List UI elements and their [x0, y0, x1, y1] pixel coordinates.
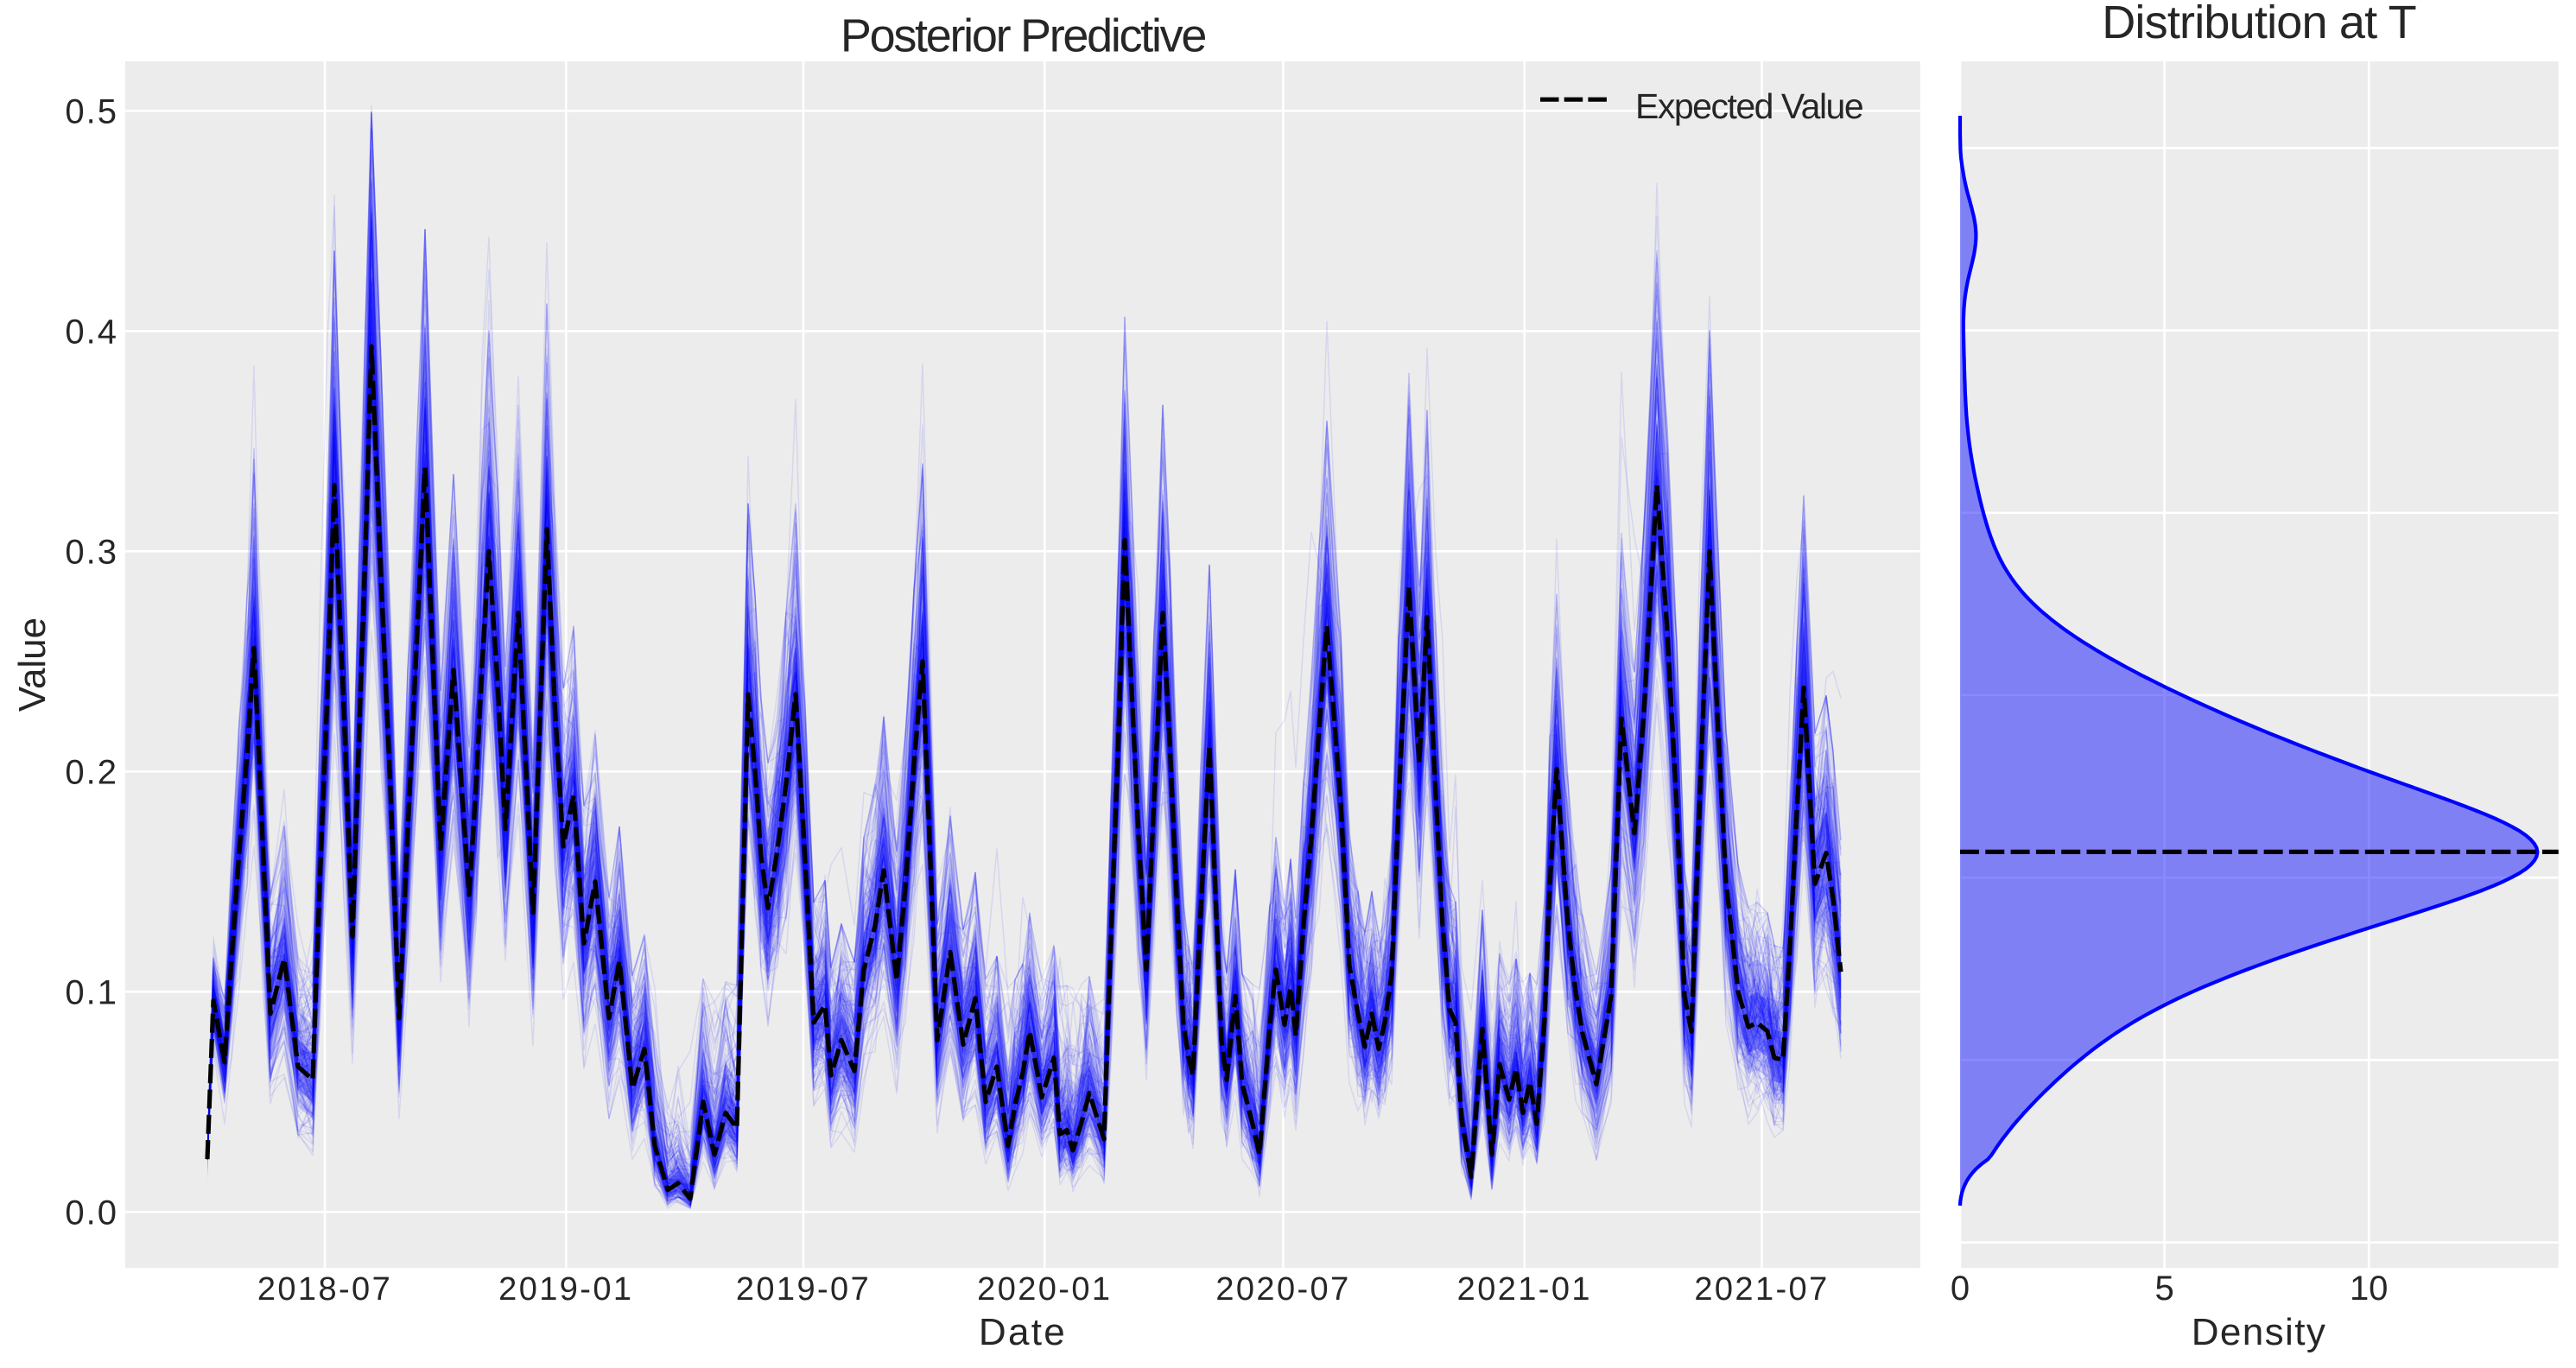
svg-text:Distribution at T: Distribution at T: [2102, 0, 2416, 48]
svg-text:2021-01: 2021-01: [1457, 1271, 1592, 1308]
svg-text:Density: Density: [2192, 1311, 2327, 1353]
svg-text:2021-07: 2021-07: [1694, 1271, 1829, 1308]
svg-text:Value: Value: [11, 618, 54, 712]
svg-text:0: 0: [1951, 1270, 1970, 1308]
svg-text:Posterior Predictive: Posterior Predictive: [841, 10, 1205, 61]
svg-text:0.1: 0.1: [65, 973, 118, 1011]
svg-text:2020-07: 2020-07: [1215, 1271, 1350, 1308]
svg-text:Expected Value: Expected Value: [1635, 86, 1862, 126]
svg-text:0.2: 0.2: [65, 753, 118, 791]
svg-text:2019-01: 2019-01: [498, 1271, 633, 1308]
svg-text:2020-01: 2020-01: [977, 1271, 1112, 1308]
svg-text:0.5: 0.5: [65, 92, 118, 130]
svg-text:2018-07: 2018-07: [257, 1271, 392, 1308]
svg-text:2019-07: 2019-07: [736, 1271, 871, 1308]
svg-text:5: 5: [2154, 1270, 2173, 1308]
svg-text:0.3: 0.3: [65, 533, 118, 571]
svg-text:0.4: 0.4: [65, 313, 118, 351]
svg-text:Date: Date: [979, 1311, 1067, 1353]
svg-text:10: 10: [2350, 1270, 2389, 1308]
svg-text:0.0: 0.0: [65, 1194, 118, 1232]
